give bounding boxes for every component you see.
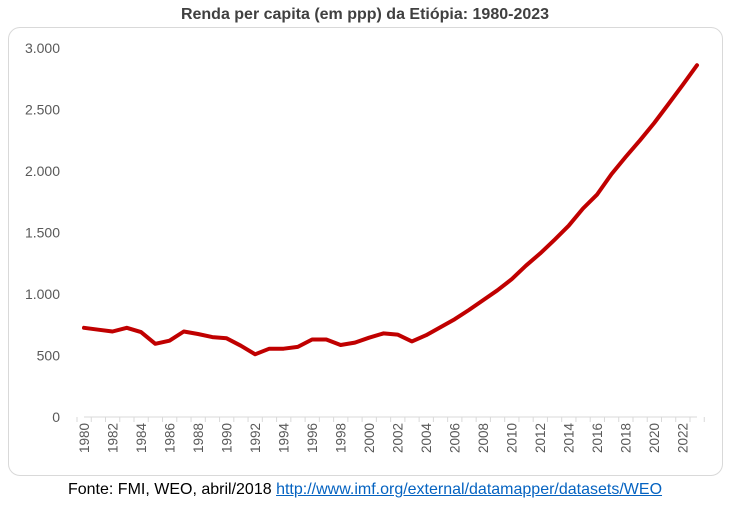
y-axis: 0 500 1.000 1.500 2.000 2.500 3.000: [25, 40, 60, 425]
chart-frame: [8, 27, 723, 476]
source-note: Fonte: FMI, WEO, abril/2018 http://www.i…: [0, 481, 730, 499]
x-tick-label: 2004: [419, 423, 434, 454]
x-tick-label: 2006: [448, 423, 463, 453]
x-tick-label: 1992: [248, 423, 263, 453]
y-tick-label: 2.000: [25, 163, 60, 179]
x-tick-label: 2022: [676, 423, 691, 453]
x-tick-label: 1982: [106, 423, 121, 453]
y-tick-label: 0: [52, 409, 60, 425]
y-tick-label: 2.500: [25, 102, 60, 118]
source-link[interactable]: http://www.imf.org/external/datamapper/d…: [276, 481, 663, 498]
source-text: Fonte: FMI, WEO, abril/2018: [67, 481, 277, 498]
x-tick-label: 1994: [277, 423, 292, 454]
x-tick-label: 2016: [590, 423, 605, 453]
x-tick-label: 2008: [476, 423, 491, 453]
y-tick-label: 3.000: [25, 40, 60, 56]
x-tick-label: 2014: [562, 423, 577, 454]
series-line: [82, 63, 699, 357]
x-tick-label: 2002: [391, 423, 406, 453]
x-tick-label: 2000: [362, 423, 377, 453]
x-tick-label: 2010: [505, 423, 520, 453]
x-tick-label: 2018: [619, 423, 634, 453]
y-tick-label: 1.000: [25, 286, 60, 302]
series-group: [82, 63, 699, 357]
x-tick-label: 1986: [163, 423, 178, 453]
x-tick-label: 1996: [305, 423, 320, 453]
x-tick-label: 1988: [191, 423, 206, 453]
chart-title: Renda per capita (em ppp) da Etiópia: 19…: [180, 6, 550, 23]
x-tick-label: 1990: [220, 423, 235, 453]
y-tick-label: 1.500: [25, 225, 60, 241]
x-tick-label: 2012: [533, 423, 548, 453]
x-axis: 1980 1982 1984 1986 1988 1990 1992 1994 1996 1998…: [76, 416, 705, 454]
x-tick-label: 2020: [647, 423, 662, 453]
x-tick-label: 1998: [334, 423, 349, 453]
x-tick-label: 1980: [77, 423, 92, 453]
y-tick-label: 500: [37, 348, 61, 364]
x-tick-label: 1984: [134, 423, 149, 454]
